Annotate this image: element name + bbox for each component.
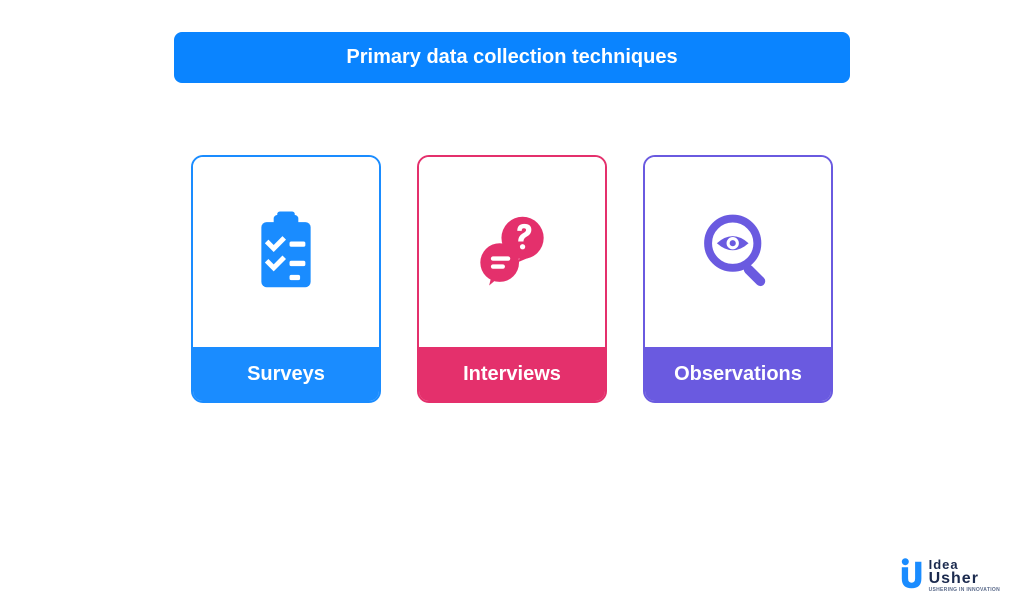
card-interviews: Interviews [417, 155, 607, 403]
card-label: Surveys [193, 347, 379, 401]
logo-brand-top: Idea [929, 558, 1000, 571]
magnifier-eye-icon [694, 208, 782, 296]
logo-u-icon [899, 557, 927, 593]
logo-brand-bottom: Usher [929, 571, 1000, 587]
card-icon-area [419, 157, 605, 347]
brand-logo: Idea Usher USHERING IN INNOVATION [899, 557, 1000, 593]
card-icon-area [193, 157, 379, 347]
card-label: Interviews [419, 347, 605, 401]
chat-question-icon [468, 208, 556, 296]
logo-tagline: USHERING IN INNOVATION [929, 588, 1000, 593]
card-label: Observations [645, 347, 831, 401]
card-observations: Observations [643, 155, 833, 403]
card-label-text: Interviews [463, 363, 561, 386]
clipboard-checklist-icon [242, 208, 330, 296]
card-label-text: Observations [674, 363, 802, 386]
card-icon-area [645, 157, 831, 347]
card-surveys: Surveys [191, 155, 381, 403]
card-label-text: Surveys [247, 363, 325, 386]
logo-text: Idea Usher USHERING IN INNOVATION [929, 558, 1000, 593]
cards-row: Surveys Interviews [0, 155, 1024, 403]
title-bar: Primary data collection techniques [174, 32, 850, 83]
